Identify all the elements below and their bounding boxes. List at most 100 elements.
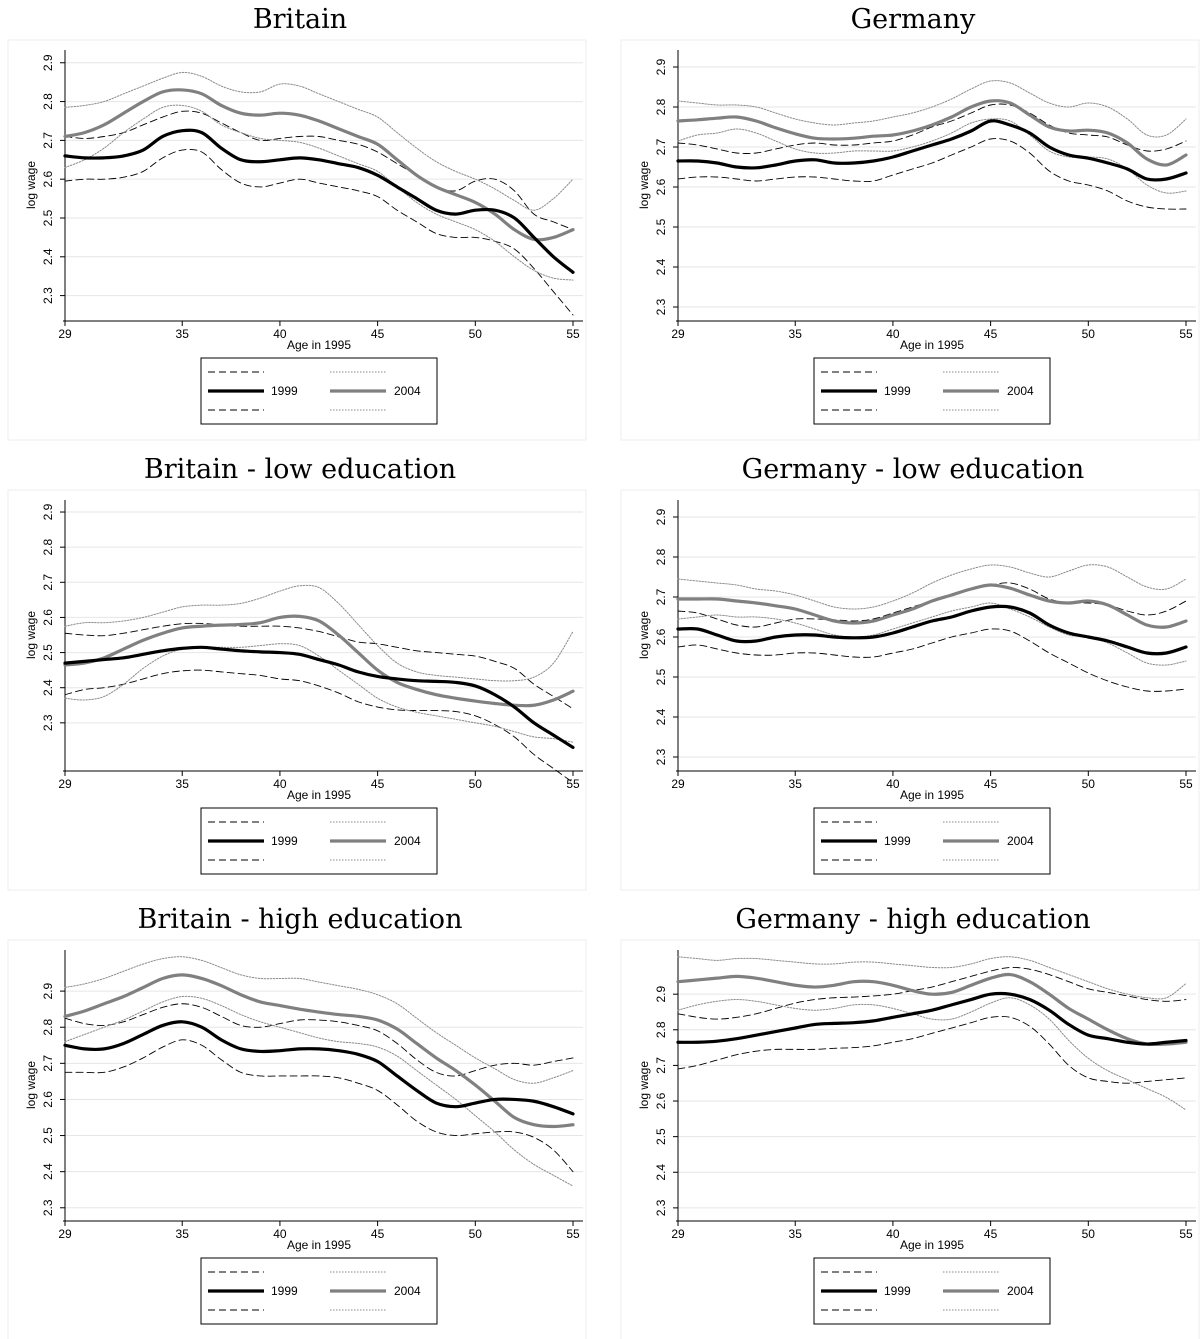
y-tick-label: 2.5 — [654, 1128, 668, 1145]
y-axis-label: log wage — [24, 1061, 38, 1109]
x-tick-label: 55 — [1179, 327, 1193, 341]
x-tick-label: 55 — [566, 1227, 580, 1241]
x-tick-label: 29 — [671, 1227, 685, 1241]
legend-label-2004: 2004 — [1007, 384, 1034, 398]
y-tick-label: 2.6 — [41, 1091, 55, 1108]
x-tick-label: 40 — [273, 777, 287, 791]
chart-title: Britain - high education — [138, 904, 463, 935]
y-tick-label: 2.9 — [41, 503, 55, 520]
series-line-band-4 — [677, 564, 1187, 610]
y-tick-label: 2.4 — [654, 258, 668, 275]
x-tick-label: 45 — [984, 777, 998, 791]
chart-title: Germany - low education — [742, 454, 1085, 485]
y-tick-label: 2.9 — [41, 982, 55, 999]
y-tick-label: 2.9 — [654, 986, 668, 1003]
legend-label-2004: 2004 — [1007, 1284, 1034, 1298]
y-tick-label: 2.5 — [654, 668, 668, 685]
y-axis-label: log wage — [637, 611, 651, 659]
x-tick-label: 35 — [789, 327, 803, 341]
y-axis-label: log wage — [637, 1061, 651, 1109]
series-line-1999 — [676, 604, 1188, 656]
x-tick-label: 35 — [176, 777, 190, 791]
y-tick-label: 2.8 — [654, 1021, 668, 1038]
x-tick-label: 55 — [1179, 1227, 1193, 1241]
y-tick-label: 2.4 — [41, 248, 55, 265]
x-tick-label: 50 — [469, 777, 483, 791]
series-line-band-2 — [64, 669, 574, 784]
y-tick-label: 2.8 — [41, 93, 55, 110]
y-tick-label: 2.3 — [41, 1199, 55, 1216]
series-line-2004 — [676, 972, 1188, 1047]
legend-label-1999: 1999 — [884, 1284, 911, 1298]
series-line-band-4 — [64, 584, 574, 682]
x-tick-label: 45 — [371, 1227, 385, 1241]
series-line-band-1 — [677, 966, 1187, 1020]
x-tick-label: 50 — [1082, 777, 1096, 791]
y-tick-label: 2.8 — [41, 538, 55, 555]
x-tick-label: 50 — [469, 327, 483, 341]
chart-title: Britain — [253, 4, 347, 35]
x-axis-label: Age in 1995 — [900, 338, 964, 352]
y-tick-label: 2.8 — [41, 1019, 55, 1036]
y-axis-label: log wage — [24, 611, 38, 659]
series-line-1999 — [63, 1020, 575, 1116]
y-tick-label: 2.7 — [654, 138, 668, 155]
x-tick-label: 55 — [1179, 777, 1193, 791]
legend-label-2004: 2004 — [394, 1284, 421, 1298]
series-line-band-2 — [64, 148, 574, 316]
y-tick-label: 2.5 — [41, 644, 55, 661]
y-tick-label: 2.4 — [41, 1163, 55, 1180]
x-tick-label: 35 — [789, 777, 803, 791]
y-axis-label: log wage — [24, 161, 38, 209]
y-tick-label: 2.7 — [41, 1055, 55, 1072]
series-line-band-1 — [677, 103, 1187, 154]
legend: 1999 2004 — [813, 807, 1051, 875]
y-tick-label: 2.3 — [654, 748, 668, 765]
y-tick-label: 2.4 — [654, 708, 668, 725]
y-tick-label: 2.7 — [654, 1057, 668, 1074]
y-tick-label: 2.7 — [654, 588, 668, 605]
series-line-band-2 — [64, 1039, 574, 1173]
y-tick-label: 2.7 — [41, 132, 55, 149]
y-tick-label: 2.4 — [41, 679, 55, 696]
y-tick-label: 2.3 — [654, 298, 668, 315]
x-tick-label: 50 — [1082, 327, 1096, 341]
y-tick-label: 2.9 — [41, 54, 55, 71]
chart-panel-1: Britain 2.3 2.4 2.5 2.6 2.7 2.8 2.9 29 35 40 45 50 55… — [7, 4, 587, 441]
series-line-1999 — [63, 645, 575, 750]
chart-title: Britain - low education — [144, 454, 456, 485]
chart-panel-4: Germany - low education 2.3 2.4 2.5 2.6 2.7 2.… — [620, 454, 1200, 891]
x-tick-label: 55 — [566, 327, 580, 341]
series-line-band-5 — [64, 104, 574, 281]
legend: 1999 2004 — [813, 357, 1051, 425]
y-tick-label: 2.6 — [41, 171, 55, 188]
series-line-1999 — [676, 119, 1188, 182]
y-tick-label: 2.3 — [654, 1199, 668, 1216]
x-axis-label: Age in 1995 — [900, 1238, 964, 1252]
x-tick-label: 29 — [671, 777, 685, 791]
legend-label-2004: 2004 — [394, 384, 421, 398]
legend-label-2004: 2004 — [1007, 834, 1034, 848]
y-tick-label: 2.9 — [654, 58, 668, 75]
chart-panel-2: Germany 2.3 2.4 2.5 2.6 2.7 2.8 2.9 29 35 40 45 50 55… — [620, 4, 1200, 441]
series-line-band-2 — [677, 1015, 1187, 1084]
x-tick-label: 45 — [371, 777, 385, 791]
chart-panel-5: Britain - high education 2.3 2.4 2.5 2.6 2.7 2… — [7, 904, 587, 1339]
y-tick-label: 2.7 — [41, 574, 55, 591]
y-axis-label: log wage — [637, 161, 651, 209]
y-tick-label: 2.5 — [654, 218, 668, 235]
legend-label-1999: 1999 — [884, 384, 911, 398]
legend-label-1999: 1999 — [271, 384, 298, 398]
x-tick-label: 40 — [886, 327, 900, 341]
series-line-2004 — [63, 614, 575, 708]
legend-box — [200, 1257, 438, 1325]
x-tick-label: 40 — [273, 1227, 287, 1241]
legend: 1999 2004 — [200, 357, 438, 425]
legend: 1999 2004 — [200, 1257, 438, 1325]
series-line-band-2 — [677, 138, 1187, 210]
y-tick-label: 2.6 — [41, 609, 55, 626]
x-tick-label: 29 — [671, 327, 685, 341]
x-tick-label: 40 — [886, 777, 900, 791]
y-tick-label: 2.6 — [654, 1092, 668, 1109]
